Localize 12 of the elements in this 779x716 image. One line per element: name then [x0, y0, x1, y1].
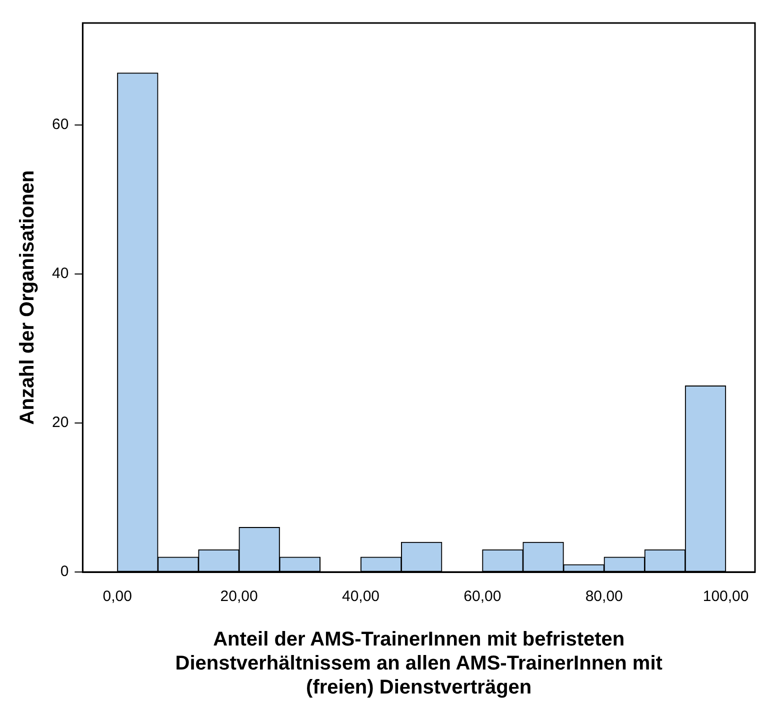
x-tick-label: 100,00	[702, 588, 749, 606]
x-axis-title: Anteil der AMS-TrainerInnen mit befristeten Dienstverhältnissem an allen AMS-TrainerInnen mit (freien) Dienstverträgen	[175, 628, 663, 699]
y-tick-label: 40	[52, 265, 69, 282]
x-tick-label: 80,00	[585, 588, 623, 606]
y-tick-label: 20	[52, 414, 69, 432]
y-tick-label: 60	[52, 116, 69, 134]
x-tick-label: 0,00	[102, 588, 132, 606]
x-tick-label: 40,00	[342, 588, 380, 606]
y-axis-title: Anzahl der Organisationen	[16, 170, 39, 425]
y-tick-label: 0	[60, 563, 69, 580]
x-tick-label: 20,00	[220, 588, 258, 606]
x-tick-label: 60,00	[464, 588, 502, 606]
